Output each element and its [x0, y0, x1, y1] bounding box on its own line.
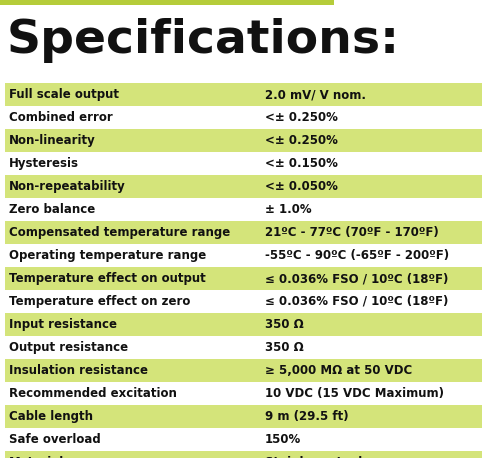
Bar	[5, 267, 482, 290]
Text: -55ºC - 90ºC (-65ºF - 200ºF): -55ºC - 90ºC (-65ºF - 200ºF)	[264, 249, 449, 262]
Bar	[5, 290, 482, 313]
Bar	[5, 313, 482, 336]
Bar	[5, 198, 482, 221]
Text: ≤ 0.036% FSO / 10ºC (18ºF): ≤ 0.036% FSO / 10ºC (18ºF)	[264, 295, 448, 308]
Text: 2.0 mV/ V nom.: 2.0 mV/ V nom.	[264, 88, 366, 101]
Bar	[5, 244, 482, 267]
Text: Safe overload: Safe overload	[9, 433, 101, 446]
Text: Full scale output: Full scale output	[9, 88, 119, 101]
Text: Specifications:: Specifications:	[7, 18, 400, 63]
Bar	[5, 83, 482, 106]
Bar	[5, 106, 482, 129]
Text: 10 VDC (15 VDC Maximum): 10 VDC (15 VDC Maximum)	[264, 387, 444, 400]
Text: Recommended excitation: Recommended excitation	[9, 387, 177, 400]
Bar	[5, 221, 482, 244]
Text: <± 0.250%: <± 0.250%	[264, 134, 337, 147]
Text: Temperature effect on zero: Temperature effect on zero	[9, 295, 190, 308]
Text: Output resistance: Output resistance	[9, 341, 128, 354]
Text: ± 1.0%: ± 1.0%	[264, 203, 311, 216]
Bar	[5, 175, 482, 198]
Text: 150%: 150%	[264, 433, 301, 446]
Text: <± 0.250%: <± 0.250%	[264, 111, 337, 124]
Bar	[5, 336, 482, 359]
Text: ≥ 5,000 MΩ at 50 VDC: ≥ 5,000 MΩ at 50 VDC	[264, 364, 412, 377]
Bar	[0, 0, 334, 5]
Text: Non-repeatability: Non-repeatability	[9, 180, 126, 193]
Bar	[5, 152, 482, 175]
Bar	[5, 451, 482, 458]
Bar	[5, 428, 482, 451]
Text: 21ºC - 77ºC (70ºF - 170ºF): 21ºC - 77ºC (70ºF - 170ºF)	[264, 226, 438, 239]
Text: ≤ 0.036% FSO / 10ºC (18ºF): ≤ 0.036% FSO / 10ºC (18ºF)	[264, 272, 448, 285]
Bar	[5, 405, 482, 428]
Bar	[5, 382, 482, 405]
Text: Zero balance: Zero balance	[9, 203, 95, 216]
Bar	[5, 359, 482, 382]
Text: Temperature effect on output: Temperature effect on output	[9, 272, 206, 285]
Text: Input resistance: Input resistance	[9, 318, 117, 331]
Text: Hysteresis: Hysteresis	[9, 157, 79, 170]
Text: Cable length: Cable length	[9, 410, 93, 423]
Text: <± 0.150%: <± 0.150%	[264, 157, 337, 170]
Text: 350 Ω: 350 Ω	[264, 341, 303, 354]
Text: Material: Material	[9, 456, 64, 458]
Text: 350 Ω: 350 Ω	[264, 318, 303, 331]
Text: <± 0.050%: <± 0.050%	[264, 180, 337, 193]
Text: 9 m (29.5 ft): 9 m (29.5 ft)	[264, 410, 348, 423]
Text: Operating temperature range: Operating temperature range	[9, 249, 206, 262]
Text: Compensated temperature range: Compensated temperature range	[9, 226, 230, 239]
Bar	[5, 129, 482, 152]
Text: Stainless steel: Stainless steel	[264, 456, 362, 458]
Text: Non-linearity: Non-linearity	[9, 134, 96, 147]
Text: Combined error: Combined error	[9, 111, 113, 124]
Text: Insulation resistance: Insulation resistance	[9, 364, 148, 377]
